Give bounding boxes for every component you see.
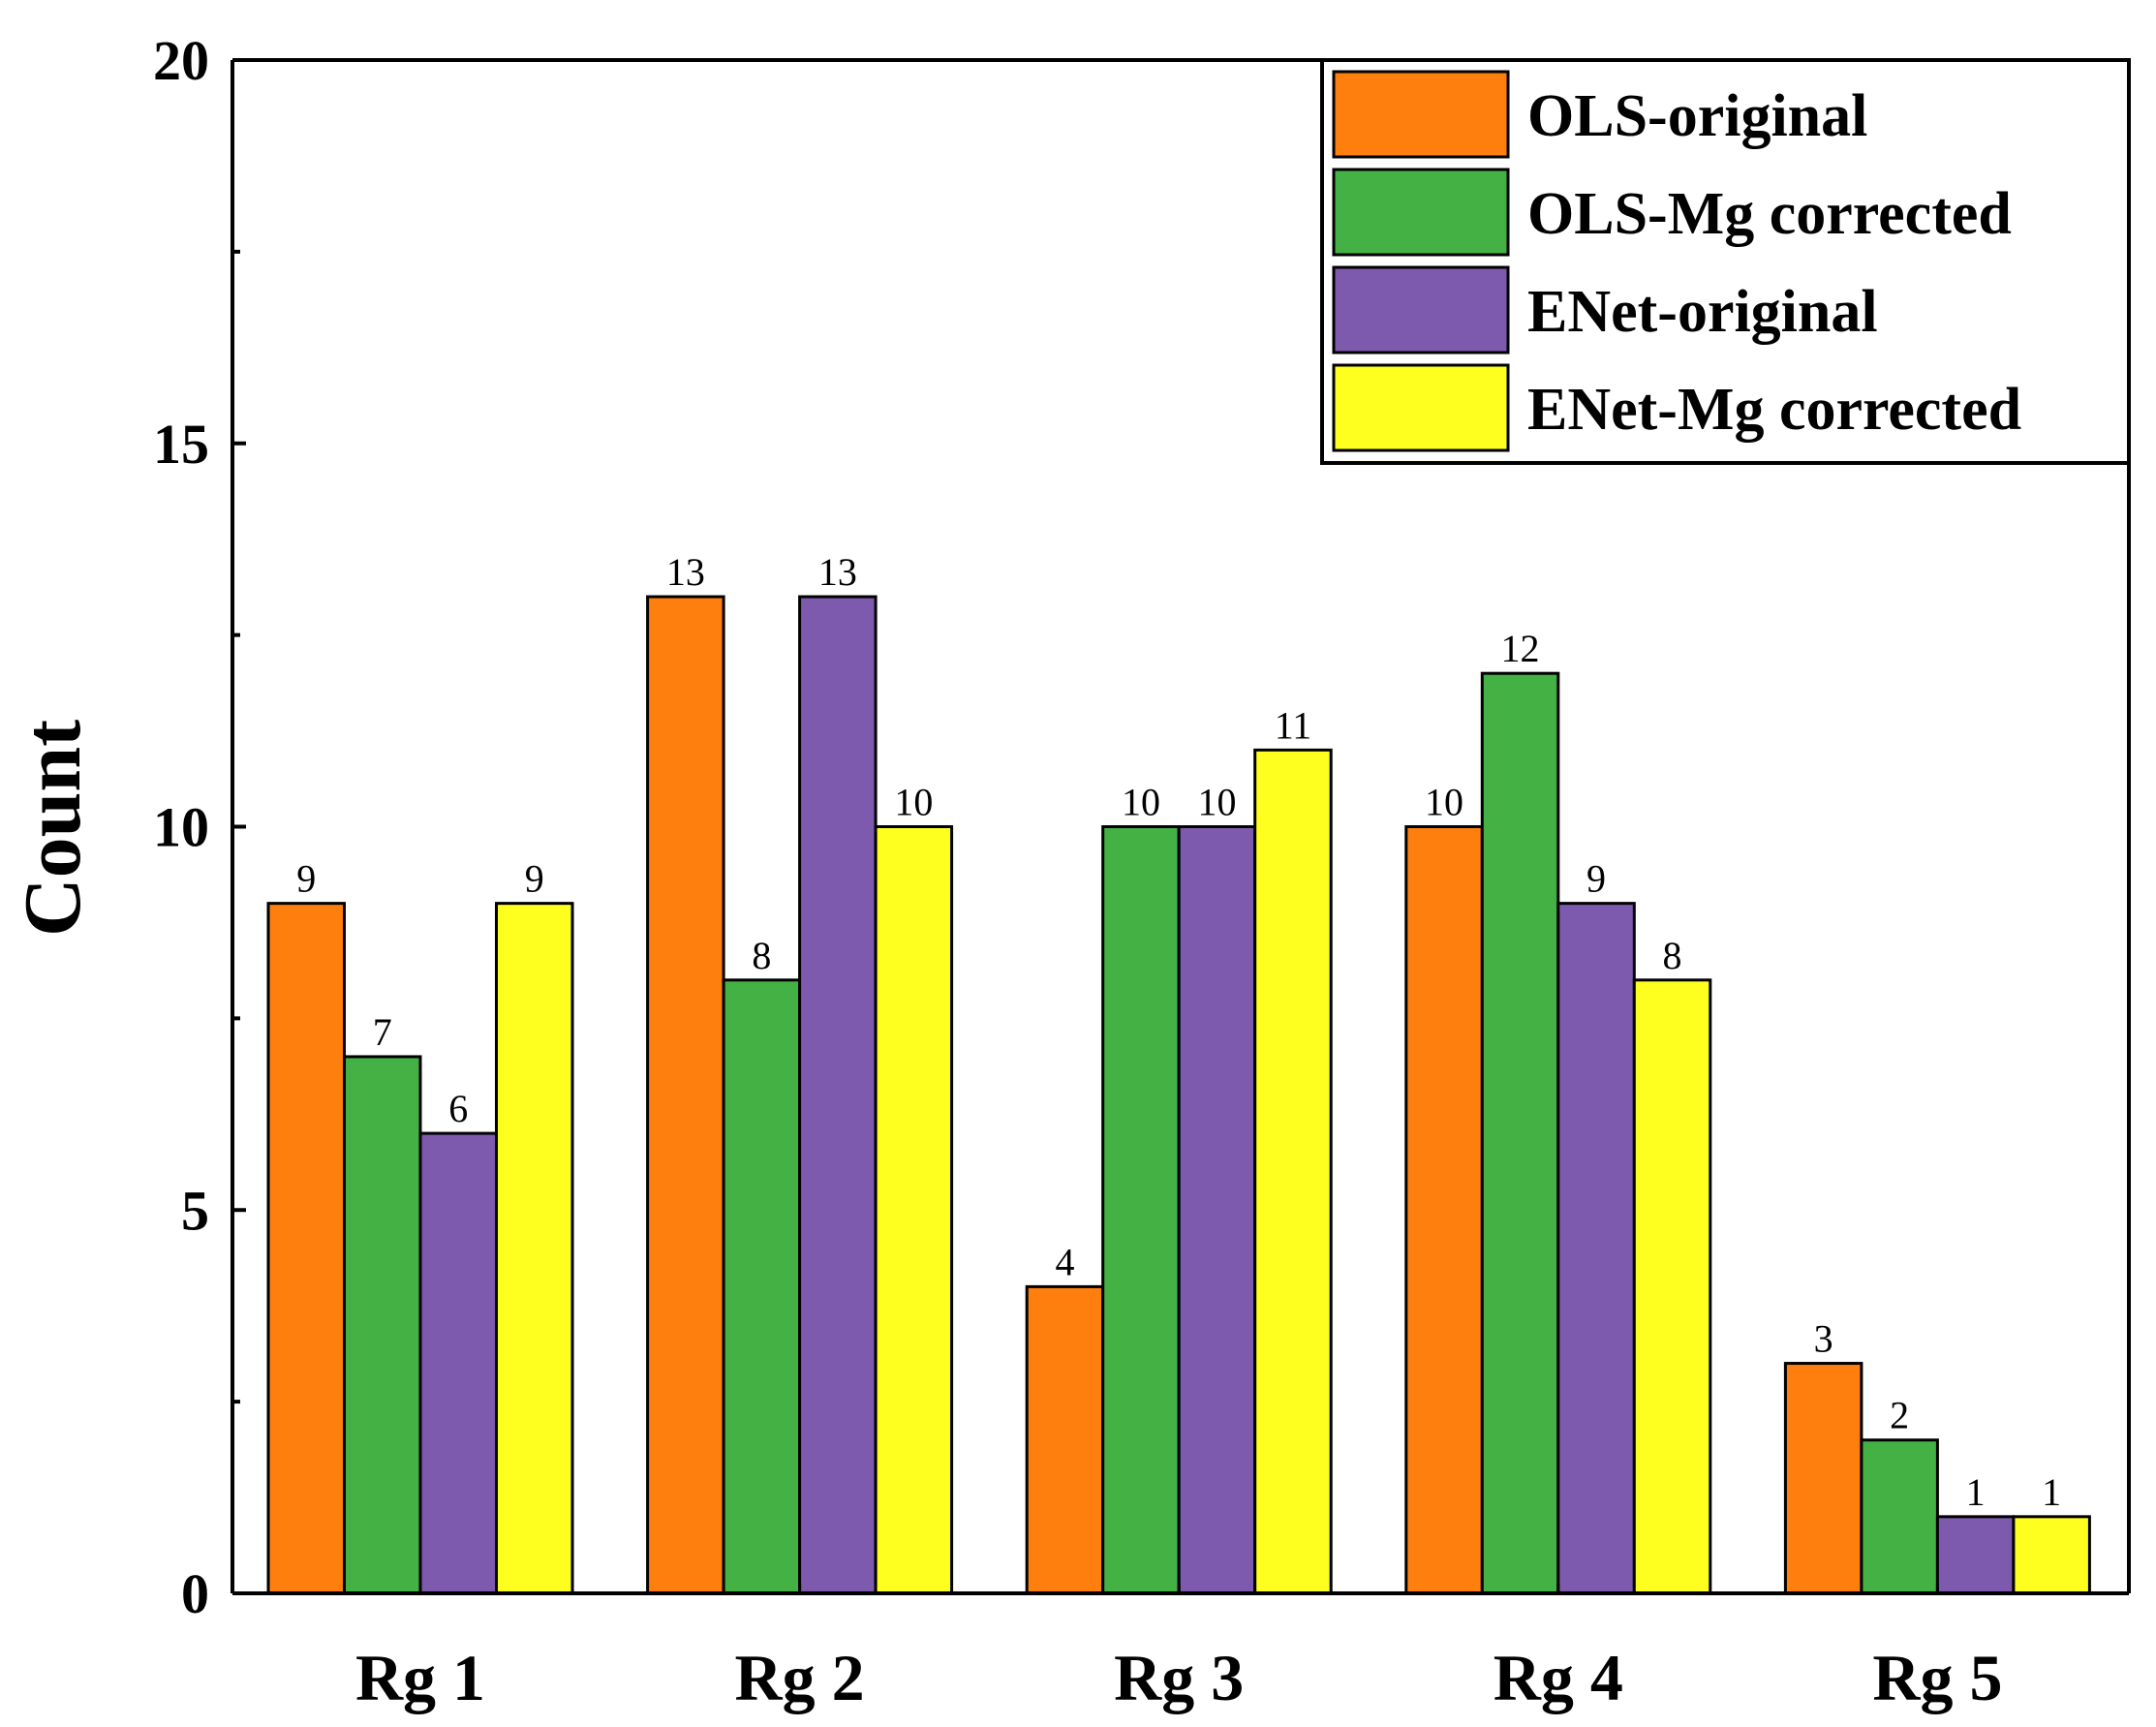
bar-enet-mg-corrected-2 (874, 825, 954, 1595)
data-label: 9 (296, 857, 316, 901)
y-axis-title: Count (8, 720, 98, 937)
data-label: 12 (1501, 627, 1540, 670)
y-tick-label: 15 (153, 413, 209, 476)
x-tick-label: Rg 1 (355, 1641, 485, 1714)
legend-swatch (1332, 168, 1510, 257)
bar-enet-original-4 (1556, 902, 1636, 1595)
bar-enet-original-2 (798, 595, 878, 1595)
bar-enet-original-3 (1177, 825, 1257, 1595)
data-label: 8 (1663, 934, 1682, 977)
data-label: 10 (1425, 781, 1463, 824)
bar-ols-mg-corrected-5 (1860, 1438, 1939, 1595)
data-label: 4 (1055, 1240, 1074, 1283)
legend-label: ENet-original (1527, 279, 1878, 345)
legend-swatch (1332, 70, 1510, 159)
legend: OLS-original OLS-Mg corrected ENet-origina… (1320, 58, 2131, 465)
data-label: 3 (1814, 1317, 1833, 1361)
x-tick-label: Rg 5 (1872, 1641, 2002, 1714)
legend-swatch (1332, 265, 1510, 355)
data-label: 2 (1890, 1394, 1909, 1437)
bar-enet-original-1 (418, 1131, 498, 1595)
bar-enet-mg-corrected-3 (1253, 748, 1333, 1595)
data-labels-layer: 9 13 4 10 3 7 8 10 12 2 6 13 10 9 1 9 10 11 8 1 (296, 550, 2061, 1514)
data-label: 11 (1275, 703, 1312, 747)
y-tick-label: 5 (181, 1179, 209, 1242)
bar-ols-mg-corrected-1 (343, 1055, 422, 1595)
data-label: 13 (666, 550, 705, 594)
bar-enet-mg-corrected-4 (1632, 978, 1712, 1595)
x-tick-label: Rg 4 (1494, 1641, 1623, 1714)
x-tick-label: Rg 2 (735, 1641, 865, 1714)
data-label: 8 (752, 934, 771, 977)
data-label: 7 (373, 1010, 392, 1054)
data-label: 13 (818, 550, 857, 594)
bar-ols-original-5 (1783, 1362, 1863, 1595)
x-tick-label: Rg 3 (1114, 1641, 1244, 1714)
data-label: 9 (525, 857, 544, 901)
bar-enet-mg-corrected-5 (2012, 1515, 2091, 1595)
data-label: 10 (894, 781, 933, 824)
y-tick-label: 20 (153, 29, 209, 92)
data-label: 1 (1966, 1470, 1986, 1514)
bar-enet-mg-corrected-1 (495, 902, 574, 1595)
bar-ols-mg-corrected-3 (1101, 825, 1181, 1595)
bar-enet-original-5 (1935, 1515, 2016, 1595)
legend-swatch (1332, 363, 1510, 452)
legend-label: ENet-Mg corrected (1527, 377, 2021, 443)
axes-layer: 0 5 10 15 20 Rg 1 Rg 2 Rg 3 Rg 4 Rg 5 (153, 29, 2131, 1714)
bar-ols-mg-corrected-2 (722, 978, 802, 1595)
bar-ols-mg-corrected-4 (1480, 671, 1560, 1595)
bar-ols-original-2 (646, 595, 725, 1595)
data-label: 9 (1586, 857, 1606, 901)
bar-ols-original-4 (1404, 825, 1484, 1595)
data-label: 6 (448, 1087, 468, 1130)
bars-layer (266, 595, 2091, 1595)
data-label: 1 (2042, 1470, 2061, 1514)
y-tick-label: 10 (153, 796, 209, 859)
data-label: 10 (1197, 781, 1236, 824)
bar-ols-original-3 (1025, 1284, 1105, 1595)
legend-label: OLS-Mg corrected (1527, 181, 2012, 247)
bar-ols-original-1 (266, 902, 346, 1595)
y-tick-label: 0 (181, 1562, 209, 1625)
legend-label: OLS-original (1527, 83, 1867, 149)
data-label: 10 (1122, 781, 1160, 824)
